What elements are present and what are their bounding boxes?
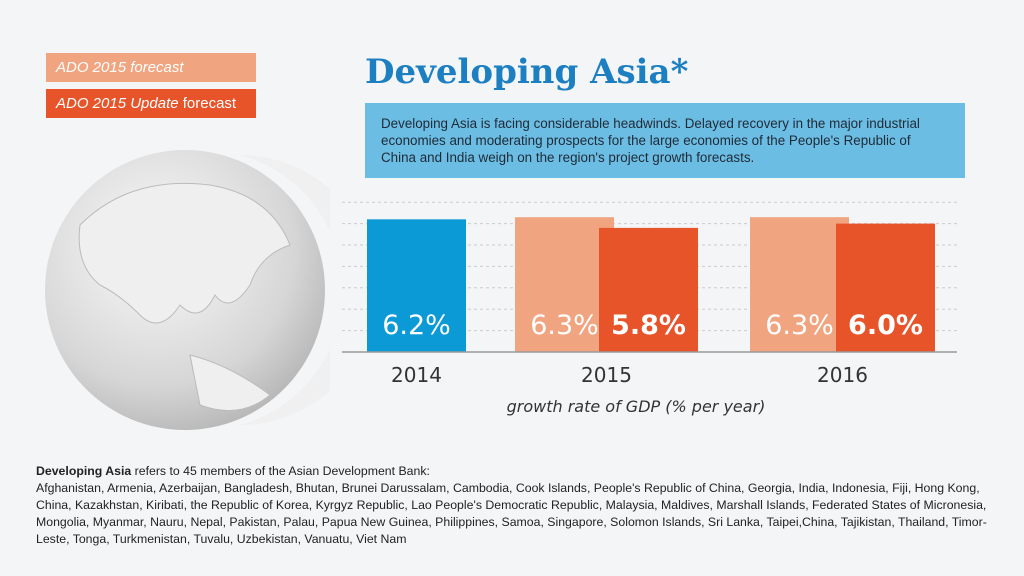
x-tick-label: 2016 bbox=[817, 363, 868, 387]
legend-label: ADO 2015 forecast bbox=[56, 59, 184, 76]
legend-ado-2015-update: ADO 2015 Update forecast bbox=[46, 89, 256, 118]
bar-value-label: 5.8% bbox=[611, 310, 686, 341]
bar-value-label: 6.3% bbox=[530, 310, 599, 341]
footnote-members: Afghanistan, Armenia, Azerbaijan, Bangla… bbox=[36, 481, 987, 546]
bar-value-label: 6.3% bbox=[765, 310, 834, 341]
x-tick-label: 2014 bbox=[391, 363, 442, 387]
globe-icon bbox=[45, 150, 330, 430]
footnote-intro: refers to 45 members of the Asian Develo… bbox=[131, 464, 430, 478]
description-box: Developing Asia is facing considerable h… bbox=[365, 103, 965, 178]
page-title: Developing Asia* bbox=[365, 52, 689, 92]
legend-label-rest: forecast bbox=[178, 95, 237, 112]
bar bbox=[367, 219, 466, 352]
bar-value-label: 6.2% bbox=[382, 310, 451, 341]
bar bbox=[836, 223, 935, 352]
legend-ado-2015: ADO 2015 forecast bbox=[46, 53, 256, 82]
bar bbox=[515, 217, 614, 352]
legend-label-italic: ADO 2015 Update bbox=[56, 95, 179, 112]
bar bbox=[599, 227, 698, 352]
bar-value-label: 6.0% bbox=[848, 310, 923, 341]
footnote: Developing Asia refers to 45 members of … bbox=[36, 463, 996, 548]
x-tick-label: 2015 bbox=[581, 363, 632, 387]
bar bbox=[750, 217, 849, 352]
footnote-bold: Developing Asia bbox=[36, 464, 132, 478]
x-axis-label: growth rate of GDP (% per year) bbox=[507, 397, 766, 416]
